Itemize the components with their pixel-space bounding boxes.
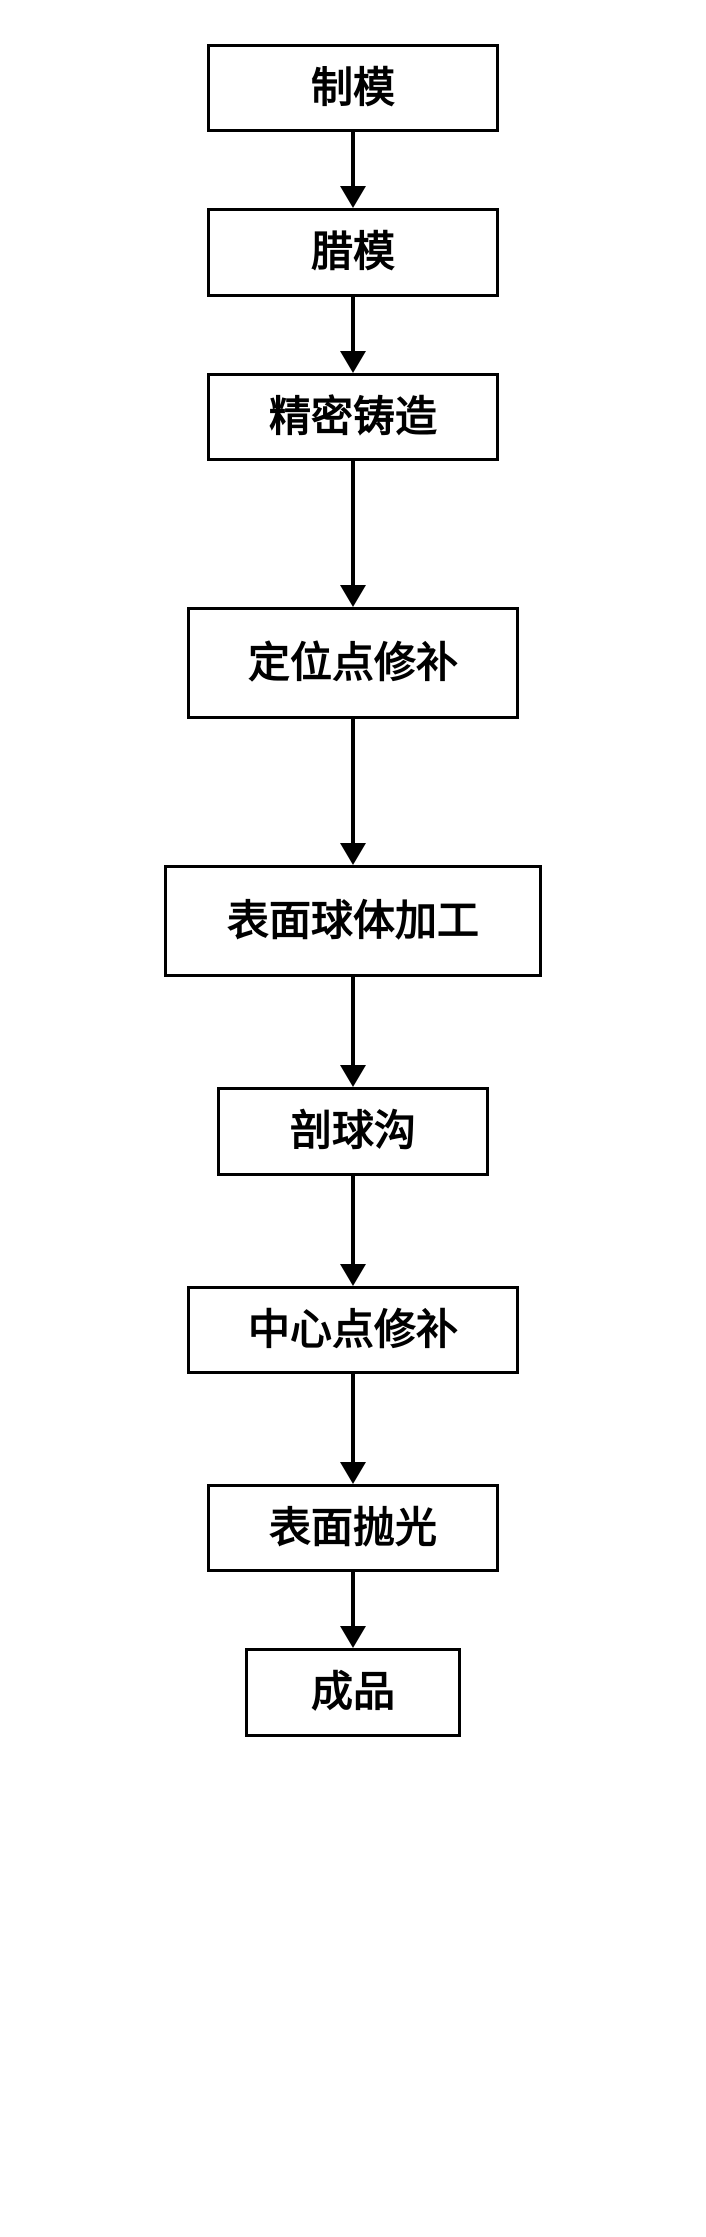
arrow-head-icon	[340, 1462, 366, 1484]
flowchart-arrow	[340, 719, 366, 865]
arrow-shaft	[351, 1572, 355, 1626]
node-label: 成品	[311, 1670, 395, 1716]
arrow-shaft	[351, 461, 355, 585]
arrow-shaft	[351, 1176, 355, 1264]
node-label: 制模	[311, 66, 395, 112]
flowchart-node: 中心点修补	[187, 1286, 519, 1374]
arrow-head-icon	[340, 1626, 366, 1648]
flowchart-arrow	[340, 1374, 366, 1484]
arrow-head-icon	[340, 1065, 366, 1087]
flowchart-node: 成品	[245, 1648, 461, 1736]
flowchart-arrow	[340, 1572, 366, 1648]
flowchart-container: 制模 腊模 精密铸造 定位点修补 表面球体加工 剖球沟 中心点修	[0, 0, 706, 1781]
arrow-head-icon	[340, 186, 366, 208]
node-label: 表面球体加工	[227, 899, 479, 945]
node-label: 腊模	[311, 230, 395, 276]
arrow-head-icon	[340, 585, 366, 607]
flowchart-arrow	[340, 132, 366, 208]
flowchart-node: 腊模	[207, 208, 499, 296]
arrow-shaft	[351, 977, 355, 1065]
flowchart-node: 精密铸造	[207, 373, 499, 461]
node-label: 剖球沟	[290, 1109, 416, 1155]
flowchart-arrow	[340, 1176, 366, 1286]
flowchart-node: 表面球体加工	[164, 865, 542, 977]
node-label: 表面抛光	[269, 1506, 437, 1552]
flowchart-node: 制模	[207, 44, 499, 132]
arrow-shaft	[351, 297, 355, 351]
arrow-head-icon	[340, 351, 366, 373]
flowchart-node: 表面抛光	[207, 1484, 499, 1572]
arrow-head-icon	[340, 843, 366, 865]
flowchart-arrow	[340, 977, 366, 1087]
arrow-head-icon	[340, 1264, 366, 1286]
node-label: 中心点修补	[248, 1308, 458, 1354]
node-label: 精密铸造	[269, 395, 437, 441]
flowchart-node: 剖球沟	[217, 1087, 489, 1175]
flowchart-arrow	[340, 297, 366, 373]
arrow-shaft	[351, 132, 355, 186]
node-label: 定位点修补	[248, 641, 458, 687]
flowchart-node: 定位点修补	[187, 607, 519, 719]
arrow-shaft	[351, 719, 355, 843]
flowchart-arrow	[340, 461, 366, 607]
arrow-shaft	[351, 1374, 355, 1462]
